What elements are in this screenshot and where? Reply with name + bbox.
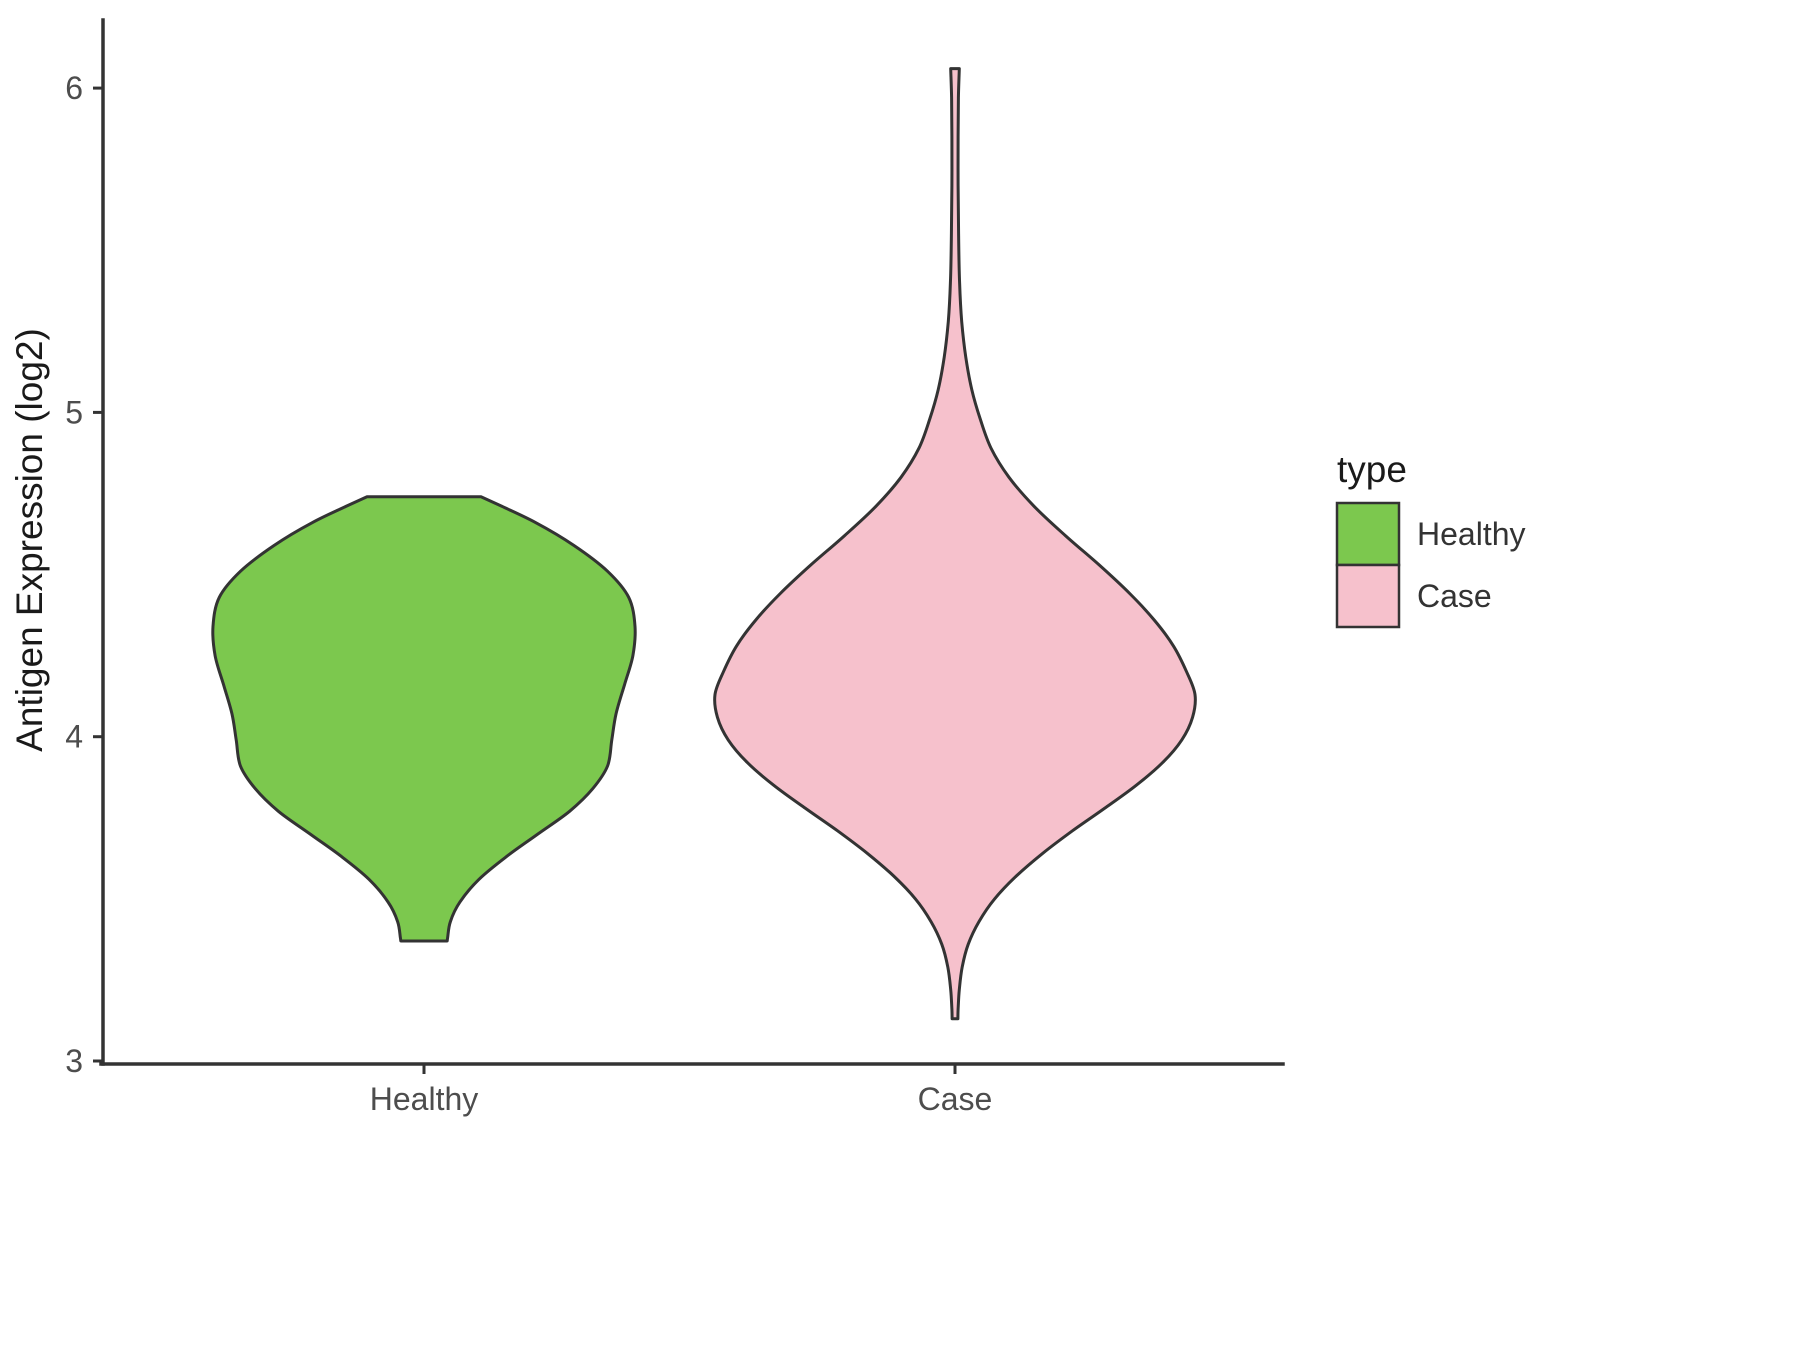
legend-entries: Healthy Case [1335,501,1526,629]
violins-group [211,67,1197,1021]
x-tick-label: Case [918,1081,993,1117]
x-tick-label: Healthy [370,1081,479,1117]
y-tick-label: 4 [65,719,83,755]
y-axis-title: Antigen Expression (log2) [9,328,50,752]
y-tick-label: 3 [65,1043,83,1079]
y-tick-label: 6 [65,70,83,106]
legend-label-healthy: Healthy [1417,516,1526,552]
legend-key-case [1335,563,1401,629]
legend: type Healthy Case [1335,449,1526,629]
legend-label-case: Case [1417,578,1492,614]
x-axis-ticks: Healthy Case [370,1064,993,1117]
legend-title: type [1337,449,1407,490]
violin-healthy [211,495,637,943]
y-tick-label: 5 [65,394,83,430]
violin-case [713,67,1197,1021]
legend-key-healthy [1335,501,1401,567]
y-axis-ticks: 3 4 5 6 [65,70,103,1079]
